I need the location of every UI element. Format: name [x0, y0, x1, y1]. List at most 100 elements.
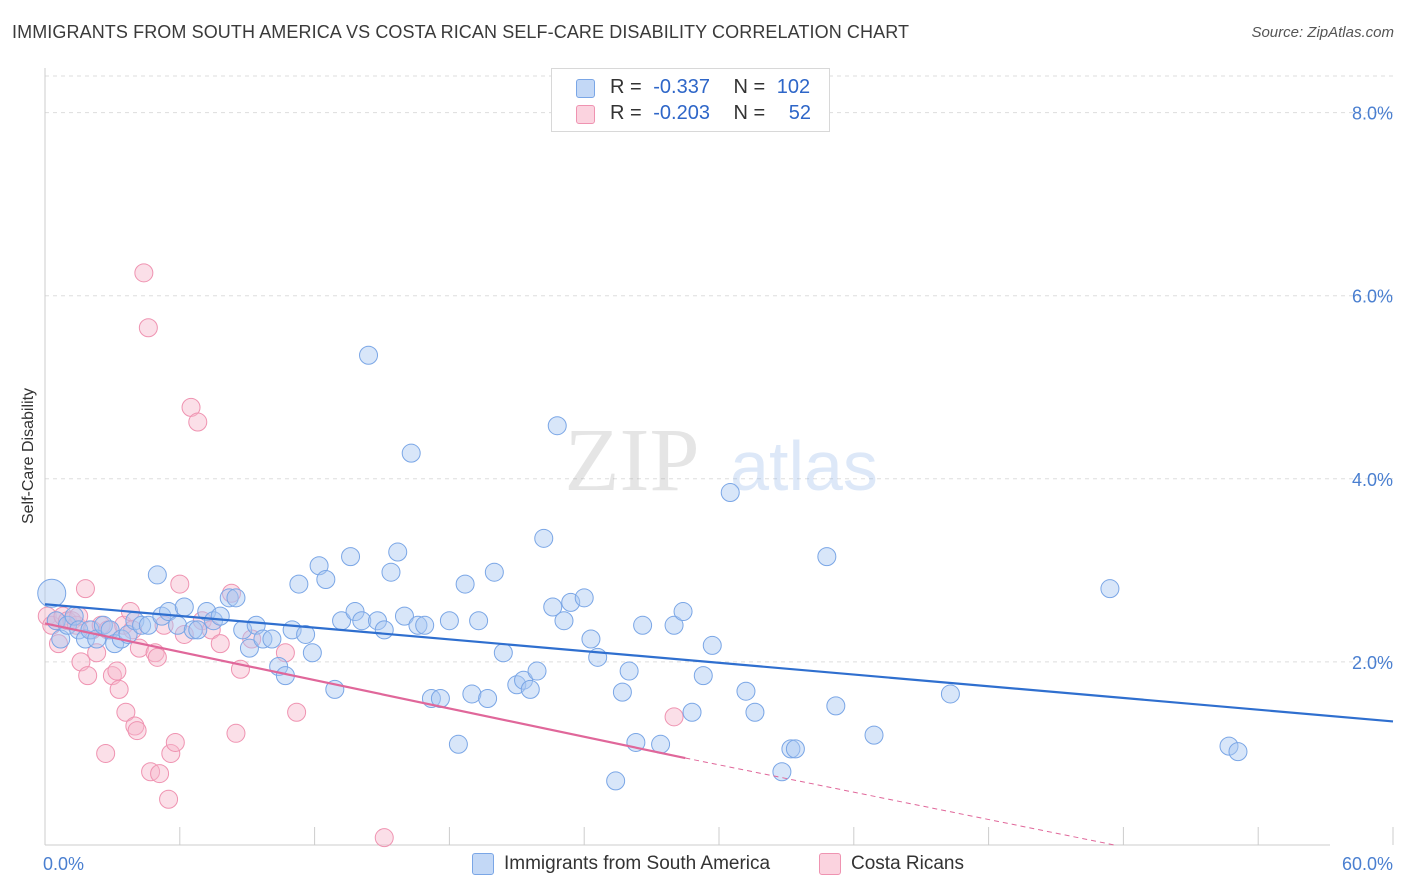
- costa-ricans-point: [87, 643, 107, 663]
- south-america-point: [341, 547, 361, 567]
- costa-ricans-point: [374, 828, 394, 848]
- south-america-point: [736, 681, 756, 701]
- costa-ricans-trend-extension: [685, 757, 1115, 846]
- south-america-point: [826, 696, 846, 716]
- axes: [44, 68, 1394, 846]
- costa-ricans-point: [150, 764, 170, 784]
- south-america-point: [316, 570, 336, 590]
- south-america-point: [352, 611, 372, 631]
- costa-ricans-point: [109, 679, 129, 699]
- legend-n-label: N =: [733, 76, 766, 98]
- south-america-point: [374, 620, 394, 640]
- south-america-point: [554, 611, 574, 631]
- south-america-point: [246, 615, 266, 635]
- south-america-point: [940, 684, 960, 704]
- series-swatch-pink: [819, 853, 841, 875]
- costa-ricans-point: [96, 743, 116, 763]
- costa-ricans-trend-line: [44, 622, 686, 760]
- costa-ricans-point: [147, 647, 167, 667]
- correlation-legend: R = -0.337 N = 102 R = -0.203 N = 52: [551, 68, 830, 132]
- south-america-point: [439, 611, 459, 631]
- legend-r-value: -0.203: [653, 102, 710, 124]
- watermark-atlas: atlas: [730, 427, 878, 505]
- x-tick-label: 60.0%: [1342, 854, 1393, 874]
- south-america-point: [469, 611, 489, 631]
- watermark-zip: ZIP: [565, 411, 700, 510]
- south-america-point: [619, 661, 639, 681]
- legend-r-label: R =: [610, 102, 642, 124]
- y-tick-label: 6.0%: [1352, 287, 1393, 307]
- south-america-trend-line: [44, 603, 1394, 723]
- south-america-point: [612, 682, 632, 702]
- costa-ricans-point: [159, 789, 179, 809]
- south-america-point: [147, 565, 167, 585]
- south-america-point: [682, 702, 702, 722]
- south-america-point: [664, 615, 684, 635]
- costa-ricans-point: [116, 702, 136, 722]
- south-america-point: [633, 615, 653, 635]
- south-america-point: [527, 661, 547, 681]
- costa-ricans-point: [37, 606, 57, 626]
- costa-ricans-point: [127, 721, 147, 741]
- south-america-point: [781, 739, 801, 759]
- south-america-point: [581, 629, 601, 649]
- south-america-point: [174, 597, 194, 617]
- trend-lines: [44, 603, 1394, 846]
- south-america-point: [864, 725, 884, 745]
- y-tick-label: 8.0%: [1352, 104, 1393, 124]
- gridlines: [45, 75, 1393, 663]
- south-america-point: [51, 629, 71, 649]
- south-america-point: [289, 574, 309, 594]
- costa-ricans-point: [188, 412, 208, 432]
- south-america-point: [210, 606, 230, 626]
- series-swatch-blue: [472, 853, 494, 875]
- south-america-point: [296, 624, 316, 644]
- south-america-point: [415, 615, 435, 635]
- south-america-point: [168, 615, 188, 635]
- legend-swatch-pink: [576, 105, 595, 124]
- south-america-point: [462, 684, 482, 704]
- costa-ricans-point: [138, 318, 158, 338]
- south-america-point: [693, 666, 713, 686]
- south-america-point: [188, 620, 208, 640]
- costa-ricans-point: [210, 634, 230, 654]
- south-america-point: [394, 606, 414, 626]
- south-america-point: [785, 739, 805, 759]
- costa-ricans-point: [75, 579, 95, 599]
- costa-ricans-point: [165, 732, 185, 752]
- source-label: Source: ZipAtlas.com: [1251, 24, 1394, 41]
- south-america-point: [574, 588, 594, 608]
- south-america-point: [408, 615, 428, 635]
- costa-ricans-point: [161, 743, 181, 763]
- y-tick-label: 2.0%: [1352, 653, 1393, 673]
- south-america-point: [401, 443, 421, 463]
- south-america-point: [1228, 742, 1248, 762]
- south-america-point: [478, 689, 498, 709]
- south-america-point: [388, 542, 408, 562]
- south-america-point: [1219, 736, 1239, 756]
- south-america-point: [219, 588, 239, 608]
- south-america-point: [817, 547, 837, 567]
- costa-ricans-point: [134, 263, 154, 283]
- costa-ricans-point: [78, 666, 98, 686]
- south-america-point: [606, 771, 626, 791]
- costa-ricans-point: [287, 702, 307, 722]
- south-america-point: [745, 702, 765, 722]
- legend-n-value: 102: [776, 76, 811, 98]
- south-america-point: [262, 629, 282, 649]
- south-america-point: [720, 483, 740, 503]
- south-america-point: [302, 643, 322, 663]
- south-america-point: [534, 528, 554, 548]
- south-america-point: [239, 638, 259, 658]
- south-america-point: [673, 602, 693, 622]
- costa-ricans-point: [107, 661, 127, 681]
- south-america-point: [381, 562, 401, 582]
- south-america-point: [702, 635, 722, 655]
- south-america-point: [37, 578, 67, 608]
- costa-ricans-point: [664, 707, 684, 727]
- x-tick-label: 0.0%: [43, 854, 84, 874]
- south-america-point: [132, 615, 152, 635]
- legend-r-value: -0.337: [653, 76, 710, 98]
- costa-ricans-point: [170, 574, 190, 594]
